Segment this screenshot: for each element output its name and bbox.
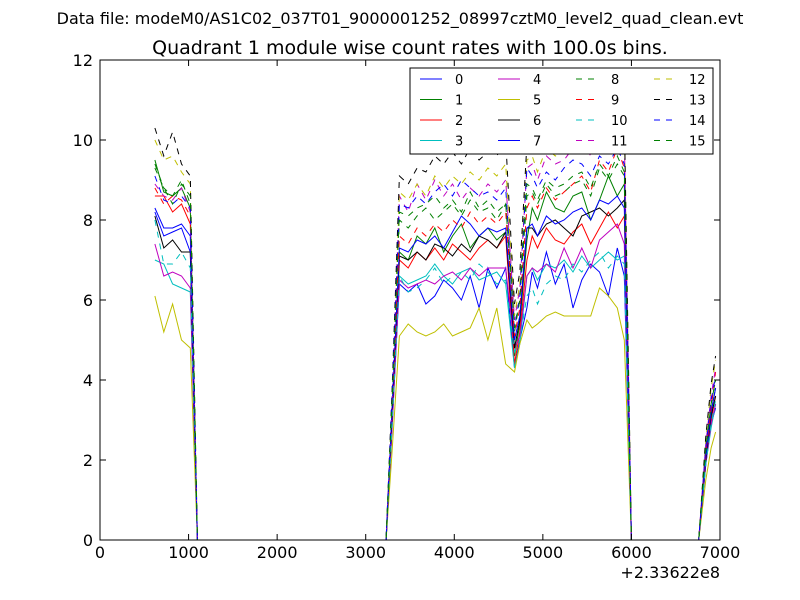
legend-label-6: 6 <box>533 114 541 129</box>
legend-label-15: 15 <box>689 135 706 150</box>
y-tick-label: 6 <box>83 291 93 310</box>
legend-label-7: 7 <box>533 135 541 150</box>
x-offset-label: +2.33622e8 <box>620 563 720 582</box>
legend-label-13: 13 <box>689 94 706 109</box>
series-line-10 <box>154 219 717 540</box>
legend-label-9: 9 <box>611 94 619 109</box>
legend-label-11: 11 <box>611 135 628 150</box>
series-line-9 <box>154 146 717 540</box>
legend-label-10: 10 <box>611 114 628 129</box>
x-tick-label: 2000 <box>257 543 298 562</box>
x-tick-label: 1000 <box>168 543 209 562</box>
chart-suptitle: Data file: modeM0/AS1C02_037T01_90000012… <box>57 9 744 29</box>
legend-label-1: 1 <box>455 94 463 109</box>
legend-label-4: 4 <box>533 73 541 88</box>
legend-box <box>409 67 714 155</box>
legend-label-2: 2 <box>455 114 463 129</box>
y-tick-label: 8 <box>83 211 93 230</box>
plot-frame <box>99 59 721 541</box>
x-tick-label: 3000 <box>345 543 386 562</box>
legend-label-0: 0 <box>455 73 463 88</box>
chart-title: Quadrant 1 module wise count rates with … <box>152 37 668 59</box>
series-line-5 <box>154 287 717 540</box>
x-tick-label: 7000 <box>700 543 741 562</box>
x-tick-label: 5000 <box>522 543 563 562</box>
legend-label-3: 3 <box>455 135 463 150</box>
legend-label-14: 14 <box>689 114 706 129</box>
y-tick-label: 4 <box>83 371 93 390</box>
series-line-8 <box>154 162 717 540</box>
x-tick-label: 6000 <box>611 543 652 562</box>
legend-label-5: 5 <box>533 94 541 109</box>
legend-label-12: 12 <box>689 73 706 88</box>
y-tick-label: 12 <box>73 51 93 70</box>
x-tick-label: 0 <box>95 543 105 562</box>
x-tick-label: 4000 <box>434 543 475 562</box>
y-tick-label: 2 <box>83 451 93 470</box>
y-tick-label: 10 <box>73 131 93 150</box>
legend-label-8: 8 <box>611 73 619 88</box>
y-tick-label: 0 <box>83 531 93 550</box>
